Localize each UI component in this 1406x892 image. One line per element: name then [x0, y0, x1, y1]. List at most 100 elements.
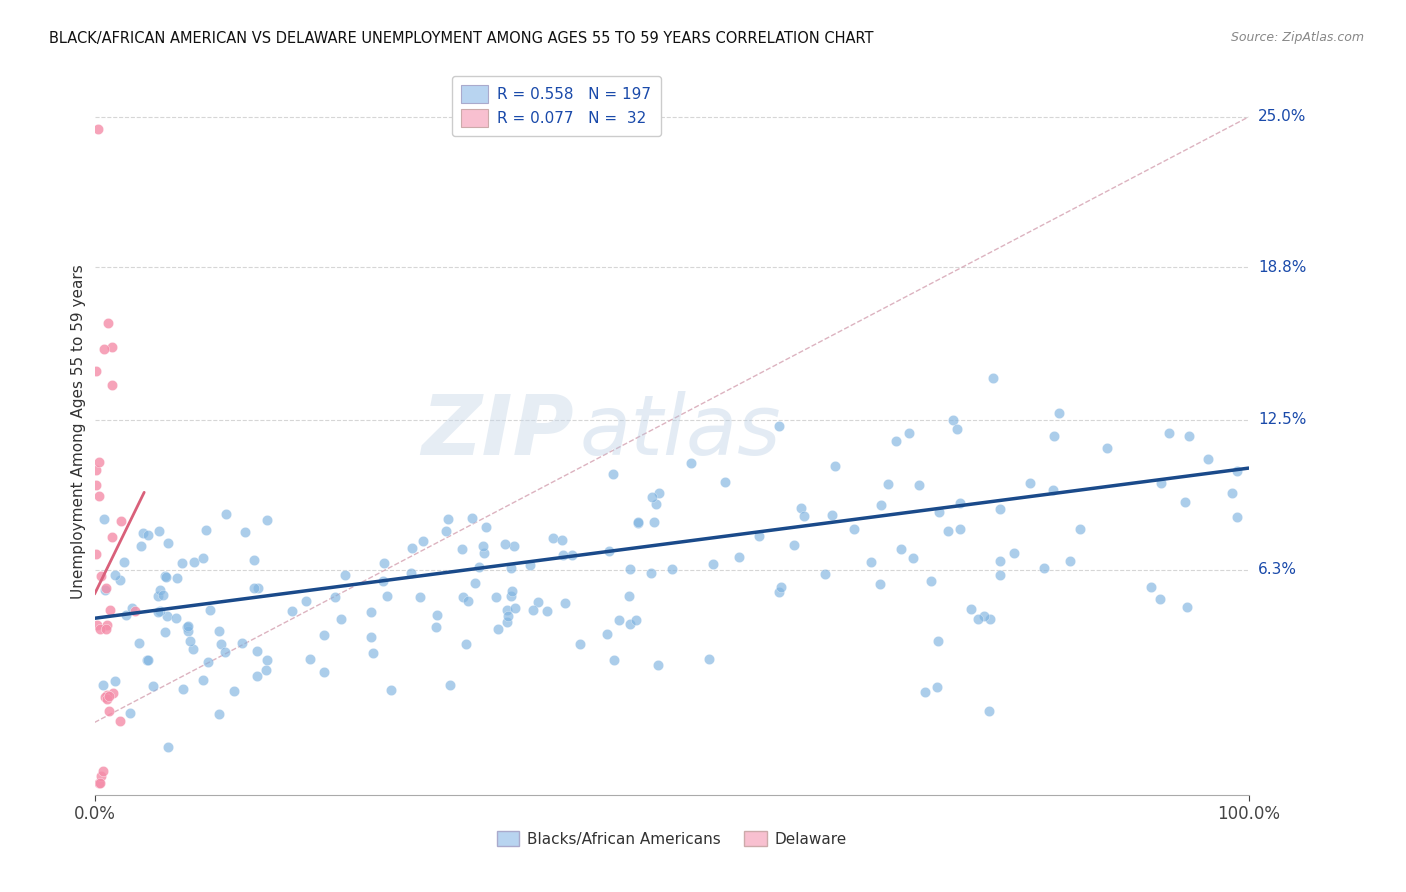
Point: [323, 590, 346, 604]
Point: [256, 653, 278, 667]
Point: [94, 622, 117, 636]
Point: [596, 627, 619, 641]
Point: [101, 686, 124, 700]
Point: [1059, 553, 1081, 567]
Point: [988, 502, 1011, 516]
Point: [627, 516, 650, 530]
Point: [146, 605, 169, 619]
Point: [821, 508, 844, 522]
Point: [87, 455, 110, 469]
Point: [148, 524, 170, 539]
Point: [640, 490, 662, 504]
Point: [643, 515, 665, 529]
Point: [401, 541, 423, 555]
Point: [527, 595, 550, 609]
Point: [97, 316, 120, 330]
Point: [155, 570, 177, 584]
Point: [439, 678, 461, 692]
Point: [782, 538, 804, 552]
Point: [949, 522, 972, 536]
Point: [925, 681, 948, 695]
Point: [156, 609, 179, 624]
Point: [233, 524, 256, 539]
Point: [453, 590, 475, 604]
Point: [89, 623, 111, 637]
Point: [84, 364, 107, 378]
Point: [254, 663, 277, 677]
Point: [172, 682, 194, 697]
Point: [714, 475, 737, 490]
Point: [298, 652, 321, 666]
Point: [176, 620, 198, 634]
Point: [87, 122, 110, 136]
Point: [401, 566, 423, 580]
Point: [153, 569, 176, 583]
Point: [412, 534, 434, 549]
Point: [602, 467, 624, 481]
Point: [91, 677, 114, 691]
Point: [598, 544, 620, 558]
Point: [1095, 441, 1118, 455]
Point: [793, 508, 815, 523]
Text: 25.0%: 25.0%: [1258, 110, 1306, 125]
Point: [209, 637, 232, 651]
Point: [136, 653, 159, 667]
Point: [702, 557, 724, 571]
Point: [181, 642, 204, 657]
Point: [536, 604, 558, 618]
Point: [108, 573, 131, 587]
Point: [485, 590, 508, 604]
Point: [149, 604, 172, 618]
Point: [1175, 599, 1198, 614]
Point: [177, 619, 200, 633]
Y-axis label: Unemployment Among Ages 55 to 59 years: Unemployment Among Ages 55 to 59 years: [72, 264, 86, 599]
Point: [647, 658, 669, 673]
Point: [966, 612, 988, 626]
Point: [242, 581, 264, 595]
Point: [245, 644, 267, 658]
Point: [907, 478, 929, 492]
Text: 12.5%: 12.5%: [1258, 412, 1306, 427]
Point: [1220, 486, 1243, 500]
Point: [101, 340, 124, 354]
Point: [231, 635, 253, 649]
Point: [920, 574, 942, 588]
Point: [375, 589, 398, 603]
Point: [869, 577, 891, 591]
Point: [149, 583, 172, 598]
Point: [132, 525, 155, 540]
Point: [98, 689, 121, 703]
Point: [121, 600, 143, 615]
Point: [789, 501, 811, 516]
Point: [84, 478, 107, 492]
Point: [380, 683, 402, 698]
Point: [960, 602, 983, 616]
Point: [648, 486, 671, 500]
Point: [1150, 475, 1173, 490]
Point: [409, 590, 432, 604]
Point: [988, 567, 1011, 582]
Point: [191, 550, 214, 565]
Point: [1019, 476, 1042, 491]
Point: [569, 638, 592, 652]
Point: [242, 553, 264, 567]
Point: [136, 528, 159, 542]
Point: [876, 476, 898, 491]
Point: [551, 533, 574, 547]
Point: [928, 505, 950, 519]
Point: [471, 540, 494, 554]
Point: [475, 520, 498, 534]
Point: [519, 558, 541, 572]
Point: [246, 669, 269, 683]
Point: [450, 542, 472, 557]
Point: [426, 608, 449, 623]
Point: [361, 646, 384, 660]
Point: [946, 422, 969, 436]
Point: [294, 593, 316, 607]
Point: [979, 612, 1001, 626]
Point: [938, 524, 960, 538]
Point: [90, 769, 112, 783]
Point: [96, 691, 118, 706]
Point: [333, 568, 356, 582]
Point: [128, 636, 150, 650]
